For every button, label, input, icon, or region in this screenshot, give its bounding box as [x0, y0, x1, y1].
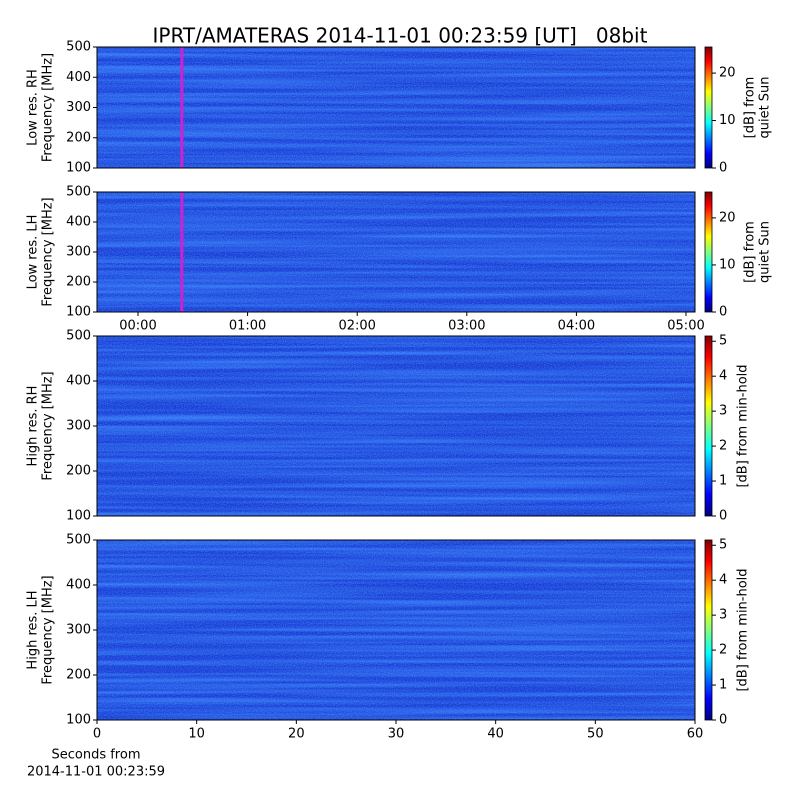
- y-tick-label: 200: [66, 275, 91, 290]
- x-tick-label: 04:00: [558, 319, 595, 334]
- colorbar-label: quiet Sun: [758, 76, 773, 138]
- colorbar-tick-label: 0: [719, 713, 727, 728]
- y-tick-label: 100: [66, 509, 91, 524]
- y-axis-label: Frequency [MHz]: [41, 197, 56, 306]
- colorbar-tick-label: 0: [719, 509, 727, 524]
- x-tick-label: 02:00: [338, 319, 375, 334]
- y-tick-label: 300: [66, 100, 91, 115]
- colorbar-tick-label: 10: [719, 257, 736, 272]
- y-tick-label: 400: [66, 578, 91, 593]
- heatmap-texture: [97, 336, 695, 516]
- colorbar-tick-label: 1: [719, 678, 727, 693]
- colorbar-tick-label: 0: [719, 161, 727, 176]
- y-tick-label: 500: [66, 329, 91, 344]
- colorbar-tick-label: 3: [719, 608, 727, 623]
- heatmap-texture: [97, 47, 695, 168]
- colorbar-label: [dB] from min-hold: [736, 364, 751, 487]
- x-tick-label: 50: [587, 727, 604, 742]
- colorbar-tick-label: 3: [719, 404, 727, 419]
- colorbar-tick-label: 5: [719, 334, 727, 349]
- x-tick-label: 10: [188, 727, 205, 742]
- x-tick-label: 03:00: [448, 319, 485, 334]
- y-tick-label: 300: [66, 245, 91, 260]
- x-tick-label: 30: [388, 727, 405, 742]
- colorbar-tick-label: 1: [719, 474, 727, 489]
- y-axis-label: Frequency [MHz]: [41, 371, 56, 480]
- y-tick-label: 200: [66, 668, 91, 683]
- colorbar-tick-label: 10: [719, 113, 736, 128]
- colorbar: [704, 335, 713, 517]
- colorbar-label: [dB] from: [743, 77, 758, 139]
- colorbar: [704, 46, 713, 169]
- y-tick-label: 400: [66, 374, 91, 389]
- y-axis-label: Low res. LH: [26, 215, 41, 290]
- y-tick-label: 300: [66, 419, 91, 434]
- x-tick-label: 60: [687, 727, 704, 742]
- y-tick-label: 500: [66, 185, 91, 200]
- y-tick-label: 100: [66, 305, 91, 320]
- y-axis-label: Low res. RH: [26, 69, 41, 146]
- x-tick-label: 00:00: [119, 319, 156, 334]
- x-tick-label: 01:00: [229, 319, 266, 334]
- x-tick-label: 20: [288, 727, 305, 742]
- colorbar-tick-label: 0: [719, 305, 727, 320]
- colorbar-tick-label: 4: [719, 573, 727, 588]
- colorbar-label: [dB] from min-hold: [736, 568, 751, 691]
- heatmap-texture: [97, 540, 695, 720]
- colorbar-tick-label: 5: [719, 538, 727, 553]
- x-tick-label: 40: [487, 727, 504, 742]
- y-axis-label: High res. LH: [26, 590, 41, 669]
- colorbar: [704, 191, 713, 313]
- y-axis-label: Frequency [MHz]: [41, 53, 56, 162]
- heatmap-texture: [97, 192, 695, 312]
- colorbar-label: [dB] from: [743, 221, 758, 283]
- chart-title: IPRT/AMATERAS 2014-11-01 00:23:59 [UT] 0…: [153, 24, 648, 48]
- colorbar-tick-label: 20: [719, 66, 736, 81]
- y-tick-label: 500: [66, 40, 91, 55]
- x-axis-label: Seconds from: [51, 748, 140, 763]
- y-tick-label: 500: [66, 533, 91, 548]
- y-tick-label: 200: [66, 130, 91, 145]
- x-tick-label: 0: [93, 727, 101, 742]
- y-tick-label: 400: [66, 215, 91, 230]
- y-tick-label: 200: [66, 464, 91, 479]
- y-tick-label: 400: [66, 70, 91, 85]
- y-tick-label: 100: [66, 161, 91, 176]
- colorbar-tick-label: 2: [719, 439, 727, 454]
- x-tick-label: 05:00: [667, 319, 704, 334]
- colorbar-tick-label: 4: [719, 369, 727, 384]
- y-tick-label: 100: [66, 713, 91, 728]
- x-axis-label: 2014-11-01 00:23:59: [27, 765, 165, 780]
- y-axis-label: Frequency [MHz]: [41, 575, 56, 684]
- colorbar-label: quiet Sun: [758, 221, 773, 283]
- colorbar-tick-label: 20: [719, 210, 736, 225]
- y-axis-label: High res. RH: [26, 386, 41, 467]
- colorbar-tick-label: 2: [719, 643, 727, 658]
- colorbar: [704, 539, 713, 721]
- y-tick-label: 300: [66, 623, 91, 638]
